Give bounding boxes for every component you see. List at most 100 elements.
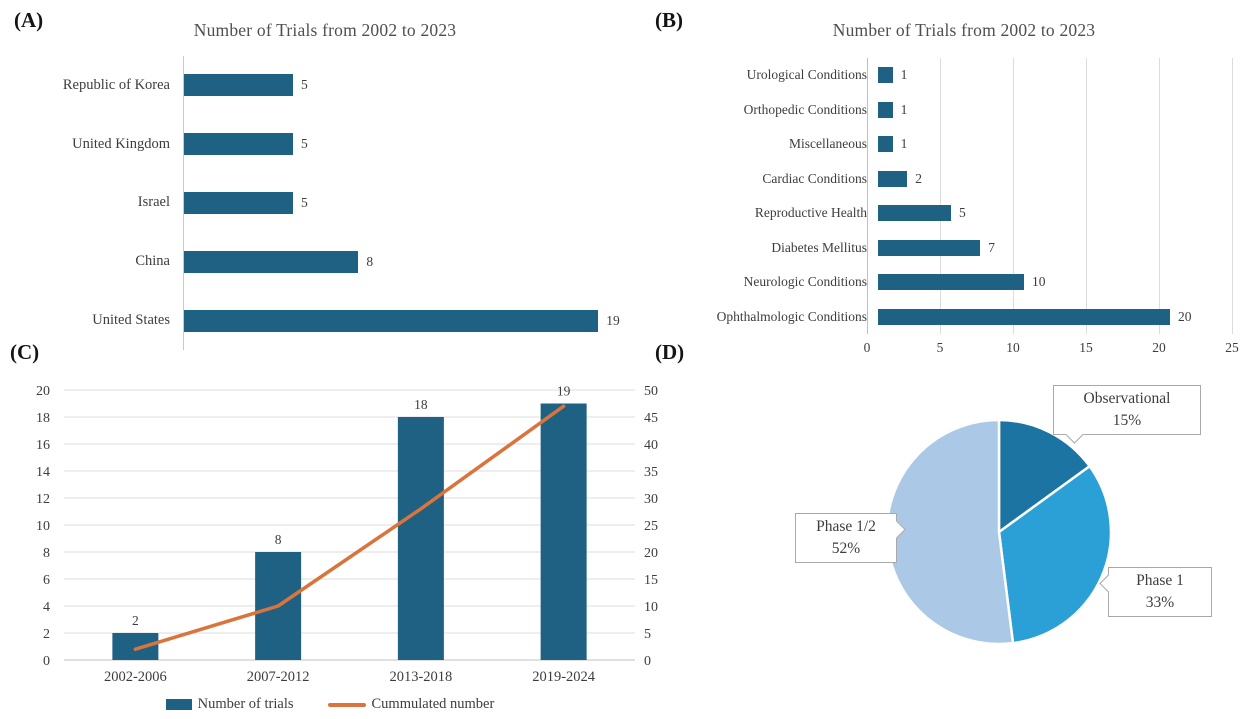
panel-b-tag: (B) (655, 8, 683, 32)
pie-callout-observational: Observational 15% (1053, 385, 1201, 444)
bar-row-cardiac-conditions: Cardiac Conditions 2 (658, 162, 1243, 197)
category-label: China (135, 253, 170, 270)
pie-callout-phase-1-pct: 33% (1145, 594, 1175, 611)
gridline (867, 58, 868, 334)
panel-d-pie-chart (885, 418, 1113, 646)
category-label: Israel (137, 194, 170, 211)
bar-reproductive-health (878, 205, 951, 222)
bar-row-miscellaneous: Miscellaneous 1 (658, 127, 1243, 162)
bar-track: 5 (183, 56, 636, 115)
bar-row-orthopedic-conditions: Orthopedic Conditions 1 (658, 93, 1243, 128)
legend-bar-swatch (165, 699, 192, 710)
y-axis-right-tick-label: 0 (644, 654, 651, 669)
x-axis-category-label: 2019-2024 (532, 669, 596, 685)
bar-track: 1 (878, 93, 1243, 128)
y-axis-right-tick-label: 5 (644, 627, 651, 642)
y-axis-left-tick-label: 6 (43, 573, 50, 588)
bar-track: 19 (183, 291, 636, 350)
bar-value-label: 2 (132, 613, 139, 628)
bar-row-ophthalmologic-conditions: Ophthalmologic Conditions 20 (658, 300, 1243, 335)
y-axis-left-tick-label: 2 (43, 627, 50, 642)
pie-callout-phase-1-2-label: Phase 1/2 (816, 518, 876, 535)
category-label: Miscellaneous (789, 136, 867, 152)
bar-value-label: 2 (915, 170, 922, 186)
x-axis-tick-label: 10 (1006, 340, 1020, 355)
gridline (1086, 58, 1087, 334)
bar-row-china: China 8 (20, 232, 636, 292)
y-axis-right-tick-label: 10 (644, 600, 658, 615)
bar-track: 7 (878, 231, 1243, 266)
bar-orthopedic-conditions (878, 101, 893, 118)
panel-a-title: Number of Trials from 2002 to 2023 (193, 20, 457, 40)
bar-row-united-states: United States 19 (20, 291, 636, 350)
bar-value-label: 19 (557, 384, 571, 399)
bar-track: 20 (878, 300, 1243, 335)
bar-track: 10 (878, 265, 1243, 300)
category-label: Orthopedic Conditions (743, 101, 867, 117)
y-axis-right-tick-label: 45 (644, 411, 658, 426)
bar-value-label: 18 (414, 397, 428, 412)
panel-c: (C) 0 2 4 6 8 10 12 14 16 18 20 0 5 10 15 20 25 30 35 40 45 5… (0, 340, 660, 719)
bar-track: 8 (183, 232, 636, 292)
category-label: Urological Conditions (746, 67, 867, 83)
y-axis-left-tick-label: 8 (43, 546, 50, 561)
legend-line-label: Cummulated number (371, 696, 495, 712)
pie-callout-phase-1-2-pct: 52% (831, 540, 861, 557)
bar-value-label: 5 (301, 136, 308, 152)
category-label: Cardiac Conditions (762, 170, 867, 186)
bar-value-label: 19 (606, 312, 620, 328)
bar-value-label: 1 (900, 136, 908, 152)
panel-b: (B) Number of Trials from 2002 to 2023 0… (650, 0, 1243, 355)
bar-2019-2024 (540, 403, 587, 660)
category-label: Reproductive Health (754, 205, 867, 221)
x-axis-tick-label: 25 (1225, 340, 1239, 355)
panel-b-title: Number of Trials from 2002 to 2023 (832, 20, 1096, 40)
x-axis-tick-label: 0 (863, 340, 871, 355)
bar-republic-of-korea (184, 74, 293, 97)
x-axis-category-label: 2007-2012 (247, 669, 310, 685)
bar-united-states (184, 309, 599, 332)
bar-united-kingdom (184, 133, 293, 156)
bar-row-neurologic-conditions: Neurologic Conditions 10 (658, 265, 1243, 300)
pie-slice-phase-1 (997, 464, 1113, 645)
gridline (1232, 58, 1233, 334)
panel-d-tag: (D) (655, 340, 685, 364)
pie-slice-phase-1-2 (885, 418, 1015, 646)
x-axis-tick-label: 15 (1079, 340, 1093, 355)
y-axis-left-tick-label: 0 (43, 654, 50, 669)
bar-track: 5 (183, 173, 636, 233)
gridline (940, 58, 941, 334)
bar-row-israel: Israel 5 (20, 173, 636, 233)
pie-slice-observational (997, 418, 1091, 534)
bar-value-label: 1 (900, 67, 908, 83)
bar-value-label: 7 (988, 239, 995, 255)
bar-row-republic-of-korea: Republic of Korea 5 (20, 56, 636, 115)
y-axis-right-tick-label: 15 (644, 573, 658, 588)
panel-c-legend: Number of trials Cummulated number (0, 696, 660, 713)
bar-diabetes-mellitus (878, 239, 981, 256)
category-label: Ophthalmologic Conditions (716, 308, 867, 324)
panel-a-tag: (A) (14, 8, 44, 32)
bar-miscellaneous (878, 136, 893, 153)
bar-row-reproductive-health: Reproductive Health 5 (658, 196, 1243, 231)
y-axis-right-tick-label: 30 (644, 492, 658, 507)
bar-urological-conditions (878, 67, 893, 84)
y-axis-right-tick-label: 50 (644, 384, 658, 399)
y-axis-left-tick-label: 14 (36, 465, 50, 480)
bar-2013-2018 (397, 417, 444, 660)
bar-track: 5 (183, 114, 636, 174)
cumulative-line (133, 404, 566, 651)
bar-value-label: 8 (275, 532, 282, 547)
pie-callout-phase-1-label: Phase 1 (1136, 572, 1184, 589)
pie-callout-phase-1-2: Phase 1/2 52% (795, 513, 906, 563)
y-axis-left-tick-label: 4 (43, 600, 50, 615)
right-axis-tick-labels: 0 5 10 15 20 25 30 35 40 45 50 (644, 384, 658, 669)
y-axis-right-tick-label: 40 (644, 438, 658, 453)
left-axis-tick-labels: 0 2 4 6 8 10 12 14 16 18 20 (36, 384, 50, 669)
x-axis-tick-label: 20 (1152, 340, 1166, 355)
bar-track: 2 (878, 162, 1243, 197)
panel-c-tag: (C) (10, 340, 40, 364)
category-label: United States (92, 312, 170, 329)
legend-bar-label: Number of trials (197, 696, 294, 712)
